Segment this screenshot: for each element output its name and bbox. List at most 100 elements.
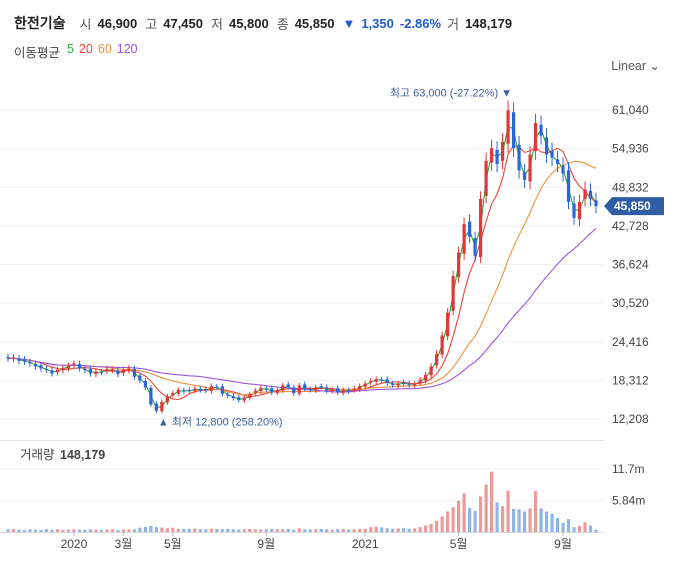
volume-bar xyxy=(385,528,389,532)
volume-bar xyxy=(28,529,32,532)
volume-value: 148,179 xyxy=(465,15,513,31)
volume-bar xyxy=(555,518,560,532)
candle-body xyxy=(347,390,351,392)
min-price-annotation: ▲ 최저 12,800 (258.20%) xyxy=(158,415,283,428)
candle-body xyxy=(374,379,378,382)
volume-bar xyxy=(154,527,158,532)
candle-body xyxy=(83,369,87,371)
candle-body xyxy=(292,387,296,394)
candle-body xyxy=(468,221,472,237)
candle-body xyxy=(330,389,334,392)
volume-bar xyxy=(39,529,43,532)
volume-bar xyxy=(297,528,301,532)
candle-body xyxy=(440,335,444,355)
volume-bar xyxy=(517,509,521,532)
candle-body xyxy=(121,369,126,373)
volume-bar xyxy=(484,484,488,532)
volume-bar xyxy=(572,527,576,532)
volume-bar xyxy=(522,511,527,532)
volume-bar xyxy=(577,526,582,532)
volume-bar xyxy=(550,513,554,532)
price-tick-label: 18,312 xyxy=(612,373,649,387)
scale-toggle-dropdown[interactable]: Linear ⌄ xyxy=(611,58,660,73)
volume-bar xyxy=(187,528,191,532)
volume-bar xyxy=(94,529,98,532)
volume-bar xyxy=(473,511,477,532)
volume-bar xyxy=(539,508,543,532)
candle-body xyxy=(237,397,241,401)
volume-bar xyxy=(566,519,571,532)
volume-bar xyxy=(143,526,147,532)
volume-bar xyxy=(561,522,565,532)
volume-bar xyxy=(99,529,104,532)
volume-bar xyxy=(391,528,395,532)
volume-bar xyxy=(533,491,538,532)
volume-bar xyxy=(61,529,65,532)
volume-bar xyxy=(457,500,461,532)
price-tick-label: 48,832 xyxy=(612,180,649,194)
volume-bar xyxy=(127,529,131,532)
candle-body xyxy=(539,124,543,136)
volume-bar xyxy=(121,529,126,532)
volume-bar xyxy=(489,471,494,532)
candle-body xyxy=(380,379,384,381)
volume-bar xyxy=(17,529,21,532)
volume-bar xyxy=(66,529,71,532)
x-tick-label: 3월 xyxy=(115,537,133,551)
candle-body xyxy=(220,386,224,394)
volume-bar xyxy=(220,529,224,532)
volume-bar xyxy=(478,496,483,532)
candle-body xyxy=(248,394,252,399)
candle-body xyxy=(314,387,318,391)
ma-5[interactable]: 5 xyxy=(67,42,74,56)
volume-bar xyxy=(380,527,384,532)
volume-bar xyxy=(6,529,10,532)
price-tick-label: 42,728 xyxy=(612,219,649,233)
candle-body xyxy=(341,389,345,393)
candle-body xyxy=(402,382,406,384)
volume-bar xyxy=(341,529,345,532)
candle-body xyxy=(94,371,98,375)
volume-bar xyxy=(308,529,312,532)
ma-60[interactable]: 60 xyxy=(97,42,112,56)
candle-body xyxy=(281,385,285,391)
annotations: 45,850 최고 63,000 (-27.22%) ▼ ▲ 최저 12,800 (… xyxy=(158,87,664,428)
candle-body xyxy=(555,159,560,165)
volume-bar xyxy=(352,529,356,532)
candle-body xyxy=(517,144,521,171)
volume-bar xyxy=(369,527,373,532)
low-value: 45,800 xyxy=(228,15,269,31)
current-price-label: 45,850 xyxy=(614,199,651,213)
candle-body xyxy=(385,379,389,383)
volume-bar xyxy=(435,520,439,532)
candle-body xyxy=(226,394,230,396)
candle-body xyxy=(418,379,422,383)
candle-body xyxy=(358,386,362,390)
volume-bar xyxy=(594,529,598,532)
candle-body xyxy=(66,365,71,369)
volume-bar xyxy=(55,529,60,532)
volume-bar xyxy=(160,527,164,532)
volume-bar xyxy=(440,516,444,532)
x-tick-label: 5월 xyxy=(450,537,468,551)
ma-5-line xyxy=(7,125,597,409)
volume-bar xyxy=(226,529,230,532)
candle-body xyxy=(297,385,301,394)
ma-120[interactable]: 120 xyxy=(116,42,138,56)
candle-body xyxy=(473,238,477,256)
ma-120-line xyxy=(7,227,597,393)
volume-bar xyxy=(182,529,186,532)
candle-body xyxy=(462,224,466,254)
high-value: 47,450 xyxy=(163,15,203,31)
candle-body xyxy=(77,364,82,369)
candle-body xyxy=(588,190,593,199)
volume-bar xyxy=(347,529,351,532)
ma-20[interactable]: 20 xyxy=(78,42,93,56)
candle-body xyxy=(506,110,510,144)
candles xyxy=(6,100,598,414)
volume-tick-label: 11.7m xyxy=(612,462,644,476)
volume-bar xyxy=(446,511,450,532)
candle-body xyxy=(275,389,279,393)
candle-body xyxy=(182,390,186,392)
